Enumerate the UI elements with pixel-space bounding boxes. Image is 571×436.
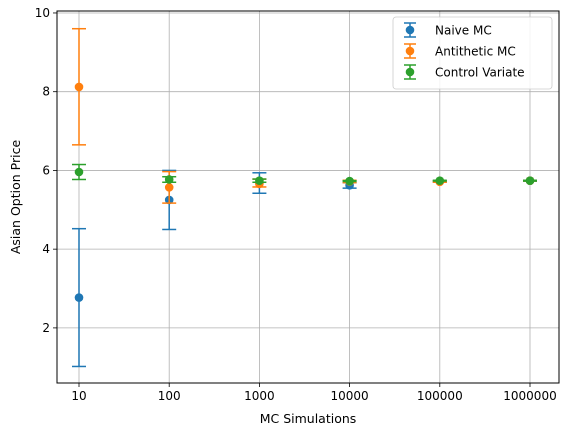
x-tick-label: 1000000 bbox=[503, 389, 556, 403]
series-control-variate bbox=[72, 163, 537, 186]
x-axis-label: MC Simulations bbox=[260, 411, 357, 426]
data-point bbox=[74, 293, 84, 302]
x-tick-label: 100000 bbox=[417, 389, 463, 403]
legend-label: Control Variate bbox=[435, 66, 525, 80]
legend: Naive MC Antithetic MC Control Variate bbox=[392, 16, 553, 90]
series-layer bbox=[72, 27, 537, 368]
legend-box bbox=[392, 16, 553, 90]
data-point bbox=[525, 176, 535, 185]
legend-marker bbox=[405, 67, 415, 77]
y-tick-label: 4 bbox=[42, 242, 50, 256]
x-tick-label: 10 bbox=[71, 389, 86, 403]
y-tick-label: 8 bbox=[42, 85, 50, 99]
legend-label: Naive MC bbox=[435, 24, 492, 38]
y-tick-label: 10 bbox=[35, 6, 50, 20]
x-tick-label: 10000 bbox=[331, 389, 369, 403]
legend-label: Antithetic MC bbox=[435, 45, 516, 59]
data-point bbox=[435, 176, 445, 185]
y-tick-label: 2 bbox=[42, 321, 50, 335]
series-naive-mc bbox=[72, 169, 537, 368]
x-tick-label: 1000 bbox=[244, 389, 275, 403]
plot-frame bbox=[56, 10, 560, 384]
data-point bbox=[164, 175, 174, 184]
legend-marker bbox=[405, 25, 415, 35]
data-point bbox=[345, 176, 354, 186]
y-axis-label: Asian Option Price bbox=[8, 140, 23, 255]
data-point bbox=[255, 176, 264, 185]
y-tick-label: 6 bbox=[42, 163, 50, 177]
data-point bbox=[164, 183, 174, 192]
y-axis: 2 4 6 8 10 bbox=[35, 6, 57, 335]
x-tick-label: 100 bbox=[158, 389, 181, 403]
x-axis: 10 100 1000 10000 100000 1000000 bbox=[71, 383, 557, 403]
data-point bbox=[74, 82, 84, 92]
data-point bbox=[74, 167, 84, 177]
legend-marker bbox=[405, 46, 415, 56]
